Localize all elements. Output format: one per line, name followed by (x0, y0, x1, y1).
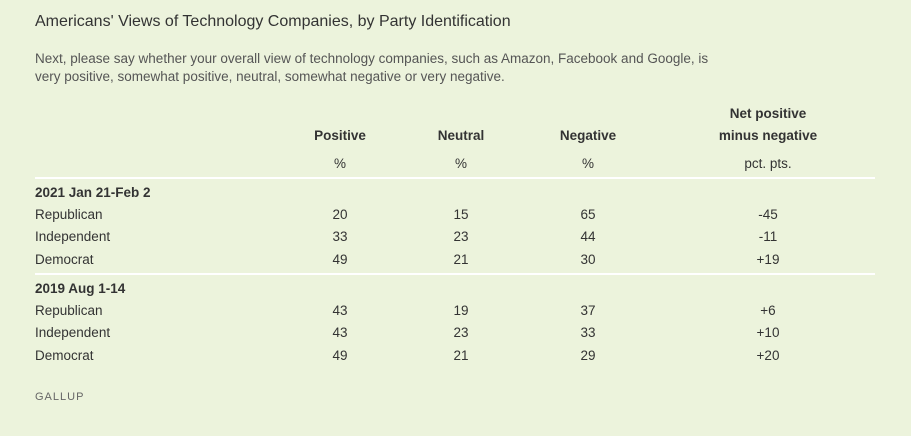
table-cell: 29 (580, 347, 596, 363)
question-text: Next, please say whether your overall vi… (35, 51, 709, 84)
table-cell: 19 (453, 303, 469, 318)
table-cell: 33 (332, 229, 348, 245)
group-label: 2021 Jan 21-Feb 2 (35, 185, 151, 200)
row-label: Democrat (35, 251, 94, 267)
header-positive: Positive (314, 128, 366, 143)
table-cell: 43 (332, 325, 348, 341)
table-cell: 44 (580, 229, 596, 245)
header-negative: Negative (559, 128, 617, 143)
header-net-line1: Net positive (729, 106, 807, 121)
table-cell: +6 (760, 303, 776, 318)
table-cell: 33 (580, 325, 596, 341)
table-cell: -11 (758, 229, 778, 245)
table-cell: +10 (756, 325, 780, 341)
gallup-logo: GALLUP (35, 391, 85, 403)
group-divider (35, 177, 875, 179)
table-cell: +20 (756, 347, 780, 363)
row-label: Independent (35, 229, 111, 245)
table-cell: 49 (332, 347, 348, 363)
table-cell: 21 (453, 251, 469, 267)
table-cell: -45 (758, 207, 778, 222)
group-label: 2019 Aug 1-14 (35, 281, 126, 296)
chart-title: Americans' Views of Technology Companies… (35, 13, 511, 30)
table-cell: 37 (580, 303, 596, 318)
row-label: Independent (35, 325, 111, 341)
unit-neutral: % (454, 156, 468, 171)
row-label: Republican (35, 303, 103, 318)
header-net-line2: minus negative (718, 128, 818, 143)
table-cell: 15 (453, 207, 469, 222)
table-cell: +19 (756, 251, 780, 267)
row-label: Republican (35, 207, 103, 222)
table-cell: 21 (453, 347, 469, 363)
table-cell: 23 (453, 229, 469, 245)
table-cell: 20 (332, 207, 348, 222)
unit-net: pct. pts. (744, 156, 792, 171)
table-cell: 65 (580, 207, 596, 222)
row-label: Democrat (35, 347, 94, 363)
unit-positive: % (333, 156, 347, 171)
group-divider (35, 273, 875, 275)
table-cell: 30 (580, 251, 596, 267)
table-cell: 49 (332, 251, 348, 267)
table-cell: 23 (453, 325, 469, 341)
unit-negative: % (581, 156, 595, 171)
header-neutral: Neutral (437, 128, 485, 143)
table-cell: 43 (332, 303, 348, 318)
